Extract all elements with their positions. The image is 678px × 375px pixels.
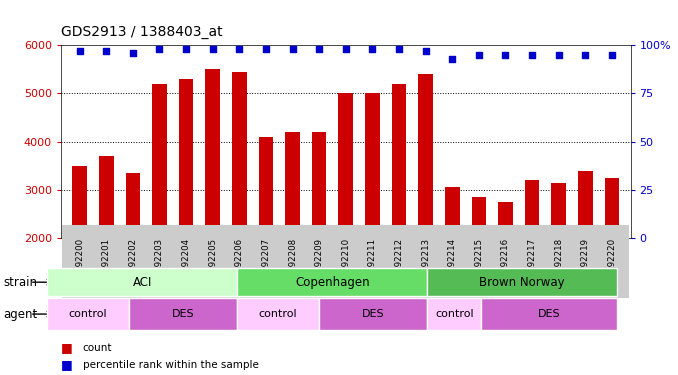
Point [101,48,112,54]
Bar [312,132,327,334]
Text: GSM92219: GSM92219 [581,238,590,285]
Point [234,46,245,52]
Text: control: control [259,309,297,319]
Text: DES: DES [538,309,561,319]
Text: GSM92213: GSM92213 [421,238,430,285]
Point [180,46,191,52]
Point [287,46,298,52]
Text: GSM92204: GSM92204 [182,238,191,285]
Text: GSM92202: GSM92202 [128,238,138,285]
Point [607,52,618,58]
Text: GSM92208: GSM92208 [288,238,297,285]
Text: GSM92205: GSM92205 [208,238,217,285]
Point [340,46,351,52]
Text: GSM92201: GSM92201 [102,238,111,285]
Point [74,48,85,54]
Point [420,48,431,54]
Text: GSM92200: GSM92200 [75,238,84,285]
Text: percentile rank within the sample: percentile rank within the sample [83,360,258,369]
Bar [365,93,380,334]
Point [394,46,405,52]
Text: GSM92215: GSM92215 [475,238,483,285]
Point [154,46,165,52]
Bar [578,171,593,334]
Text: GSM92210: GSM92210 [341,238,351,285]
Text: Copenhagen: Copenhagen [295,276,370,289]
Point [207,46,218,52]
Point [553,52,564,58]
Point [500,52,511,58]
Bar [179,79,193,334]
Text: GDS2913 / 1388403_at: GDS2913 / 1388403_at [61,26,222,39]
Text: count: count [83,343,113,353]
Text: ■: ■ [61,342,73,354]
Text: Brown Norway: Brown Norway [479,276,565,289]
Bar [551,183,566,334]
Text: GSM92212: GSM92212 [395,238,403,285]
Point [127,50,138,56]
Bar [471,197,486,334]
Text: GSM92217: GSM92217 [527,238,536,285]
Text: control: control [435,309,473,319]
Bar [445,188,460,334]
Text: DES: DES [361,309,384,319]
Text: strain: strain [3,276,37,289]
Bar [232,72,247,334]
Point [473,52,484,58]
Bar [392,84,406,334]
Bar [125,173,140,334]
Point [527,52,538,58]
Bar [498,202,513,334]
Text: GSM92206: GSM92206 [235,238,244,285]
Point [580,52,591,58]
Bar [285,132,300,334]
Text: DES: DES [172,309,195,319]
Text: control: control [69,309,107,319]
Text: GSM92209: GSM92209 [315,238,323,285]
Bar [605,178,619,334]
Text: GSM92220: GSM92220 [607,238,616,285]
Bar [152,84,167,334]
Bar [73,166,87,334]
Text: GSM92214: GSM92214 [447,238,457,285]
Text: GSM92218: GSM92218 [554,238,563,285]
Text: GSM92203: GSM92203 [155,238,164,285]
Text: ACI: ACI [133,276,152,289]
Point [314,46,325,52]
Text: ■: ■ [61,358,73,371]
Bar [99,156,114,334]
Bar [338,93,353,334]
Point [260,46,271,52]
Point [447,56,458,62]
Text: GSM92207: GSM92207 [262,238,271,285]
Text: GSM92211: GSM92211 [368,238,377,285]
Bar [205,69,220,334]
Bar [418,74,433,334]
Point [367,46,378,52]
Text: agent: agent [3,308,38,321]
Text: GSM92216: GSM92216 [501,238,510,285]
Bar [525,180,540,334]
Bar [258,137,273,334]
